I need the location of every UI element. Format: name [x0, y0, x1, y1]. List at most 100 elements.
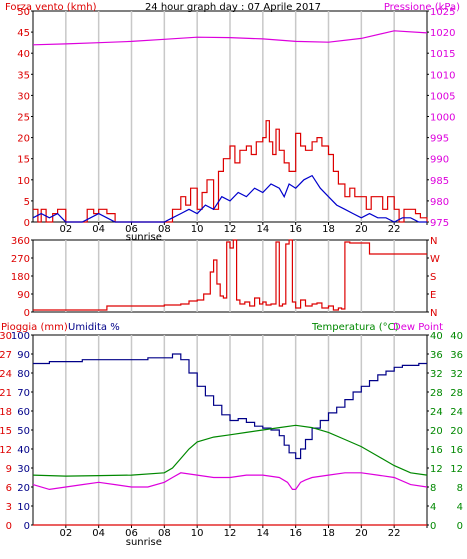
x-tick-label: 16 — [289, 528, 302, 539]
direction-axis-tick-label: 270 — [11, 254, 30, 265]
temperature-axis-tick-label: 28 — [430, 388, 443, 399]
x-tick-label: 04 — [92, 224, 105, 235]
rain-axis-tick-label: 24 — [0, 369, 12, 380]
x-tick-label: 14 — [256, 224, 269, 235]
x-tick-label: 22 — [388, 528, 401, 539]
pressure-axis-tick-label: 1025 — [430, 7, 455, 18]
temperature-line — [32, 424, 428, 477]
x-tick-label: 08 — [158, 528, 171, 539]
x-tick-label: 12 — [224, 528, 237, 539]
wind-direction-line — [33, 239, 427, 311]
rain-axis-tick-label: 15 — [0, 426, 12, 437]
rain-axis-tick-label: 12 — [0, 445, 12, 456]
wind-axis-tick-label: 40 — [17, 49, 30, 60]
pressure-axis-label: Pressione (kPa) — [384, 2, 460, 13]
compass-axis-tick-label: N — [430, 308, 437, 319]
temperature-axis-tick-label: 12 — [430, 464, 443, 475]
axis-ticks: 0510152025303540455097598098599099510001… — [0, 7, 463, 548]
temperature-axis-tick-label: 20 — [430, 426, 443, 437]
grid-lines — [65, 11, 395, 525]
x-tick-label: 18 — [322, 528, 335, 539]
rain-axis-tick-label: 27 — [0, 350, 12, 361]
humidity-axis-tick-label: 0 — [24, 521, 30, 532]
dewpoint-axis-tick-label: 8 — [457, 483, 463, 494]
humidity-axis-tick-label: 20 — [17, 483, 30, 494]
pressure-axis-tick-label: 975 — [430, 218, 449, 229]
x-tick-label: 14 — [256, 528, 269, 539]
x-tick-label: 10 — [191, 224, 204, 235]
dewpoint-axis-tick-label: 36 — [450, 350, 463, 361]
x-tick-label: 02 — [59, 224, 72, 235]
temperature-axis-tick-label: 24 — [430, 407, 443, 418]
pressure-axis-tick-label: 1020 — [430, 28, 455, 39]
humidity-axis-tick-label: 100 — [11, 331, 30, 342]
dewpoint-axis-tick-label: 32 — [450, 369, 463, 380]
pressure-axis-tick-label: 1015 — [430, 49, 455, 60]
temperature-axis-tick-label: 32 — [430, 369, 443, 380]
pressure-axis-tick-label: 980 — [430, 197, 449, 208]
direction-axis-tick-label: 180 — [11, 272, 30, 283]
wind-axis-tick-label: 20 — [17, 134, 30, 145]
direction-axis-tick-label: 90 — [17, 290, 30, 301]
wind-axis-tick-label: 5 — [24, 197, 30, 208]
pressure-axis-tick-label: 1010 — [430, 70, 455, 81]
rain-axis-tick-label: 0 — [6, 521, 12, 532]
humidity-axis-tick-label: 50 — [17, 426, 30, 437]
rain-axis-tick-label: 21 — [0, 388, 12, 399]
temperature-axis-tick-label: 4 — [430, 502, 436, 513]
x-tick-label: 06 — [125, 528, 138, 539]
humidity-axis-tick-label: 40 — [17, 445, 30, 456]
wind-axis-tick-label: 30 — [17, 91, 30, 102]
dewpoint-axis-label: Dew Point — [393, 322, 443, 333]
dewpoint-axis-tick-label: 4 — [457, 502, 463, 513]
dewpoint-axis-tick-label: 16 — [450, 445, 463, 456]
dewpoint-axis-tick-label: 40 — [450, 331, 463, 342]
x-tick-label: 20 — [355, 528, 368, 539]
direction-axis-tick-label: 0 — [24, 308, 30, 319]
x-tick-label: 18 — [322, 224, 335, 235]
humidity-axis-tick-label: 60 — [17, 407, 30, 418]
direction-axis-tick-label: 360 — [11, 236, 30, 247]
x-tick-label: 04 — [92, 528, 105, 539]
pressure-axis-tick-label: 995 — [430, 134, 449, 145]
temperature-axis-tick-label: 36 — [430, 350, 443, 361]
temperature-axis-tick-label: 16 — [430, 445, 443, 456]
x-tick-label: 08 — [158, 224, 171, 235]
wind-axis-label: Forza vento (kmh) — [5, 2, 97, 13]
x-tick-label: 16 — [289, 224, 302, 235]
dewpoint-axis-tick-label: 28 — [450, 388, 463, 399]
wind-gust-line — [33, 120, 428, 223]
wind-axis-tick-label: 45 — [17, 28, 30, 39]
compass-axis-tick-label: S — [430, 272, 436, 283]
rain-axis-tick-label: 3 — [6, 502, 12, 513]
humidity-axis-tick-label: 90 — [17, 350, 30, 361]
compass-axis-tick-label: E — [430, 290, 436, 301]
chart-series — [32, 30, 428, 526]
temperature-axis-tick-label: 40 — [430, 331, 443, 342]
humidity-axis-tick-label: 80 — [17, 369, 30, 380]
temperature-axis-tick-label: 0 — [430, 521, 436, 532]
wind-axis-tick-label: 15 — [17, 155, 30, 166]
dewpoint-axis-tick-label: 24 — [450, 407, 463, 418]
rain-axis-tick-label: 6 — [6, 483, 12, 494]
rain-axis-tick-label: 18 — [0, 407, 12, 418]
dewpoint-axis-tick-label: 20 — [450, 426, 463, 437]
pressure-line — [32, 30, 428, 46]
wind-average-line — [32, 174, 427, 223]
rain-axis-tick-label: 30 — [0, 331, 12, 342]
pressure-axis-tick-label: 1000 — [430, 113, 455, 124]
x-tick-label: 02 — [59, 528, 72, 539]
pressure-axis-tick-label: 1005 — [430, 91, 455, 102]
temperature-axis-label: Temperatura (°C) — [311, 322, 399, 333]
rain-axis-label: Pioggia (mm) — [1, 322, 68, 333]
wind-axis-tick-label: 10 — [17, 176, 30, 187]
humidity-axis-tick-label: 30 — [17, 464, 30, 475]
x-tick-label: 10 — [191, 528, 204, 539]
dewpoint-axis-tick-label: 12 — [450, 464, 463, 475]
x-tick-label: 12 — [224, 224, 237, 235]
chart-title: 24 hour graph day : 07 Aprile 2017 — [145, 2, 321, 13]
humidity-axis-tick-label: 70 — [17, 388, 30, 399]
x-tick-label: 06 — [125, 224, 138, 235]
compass-axis-tick-label: W — [430, 254, 440, 265]
